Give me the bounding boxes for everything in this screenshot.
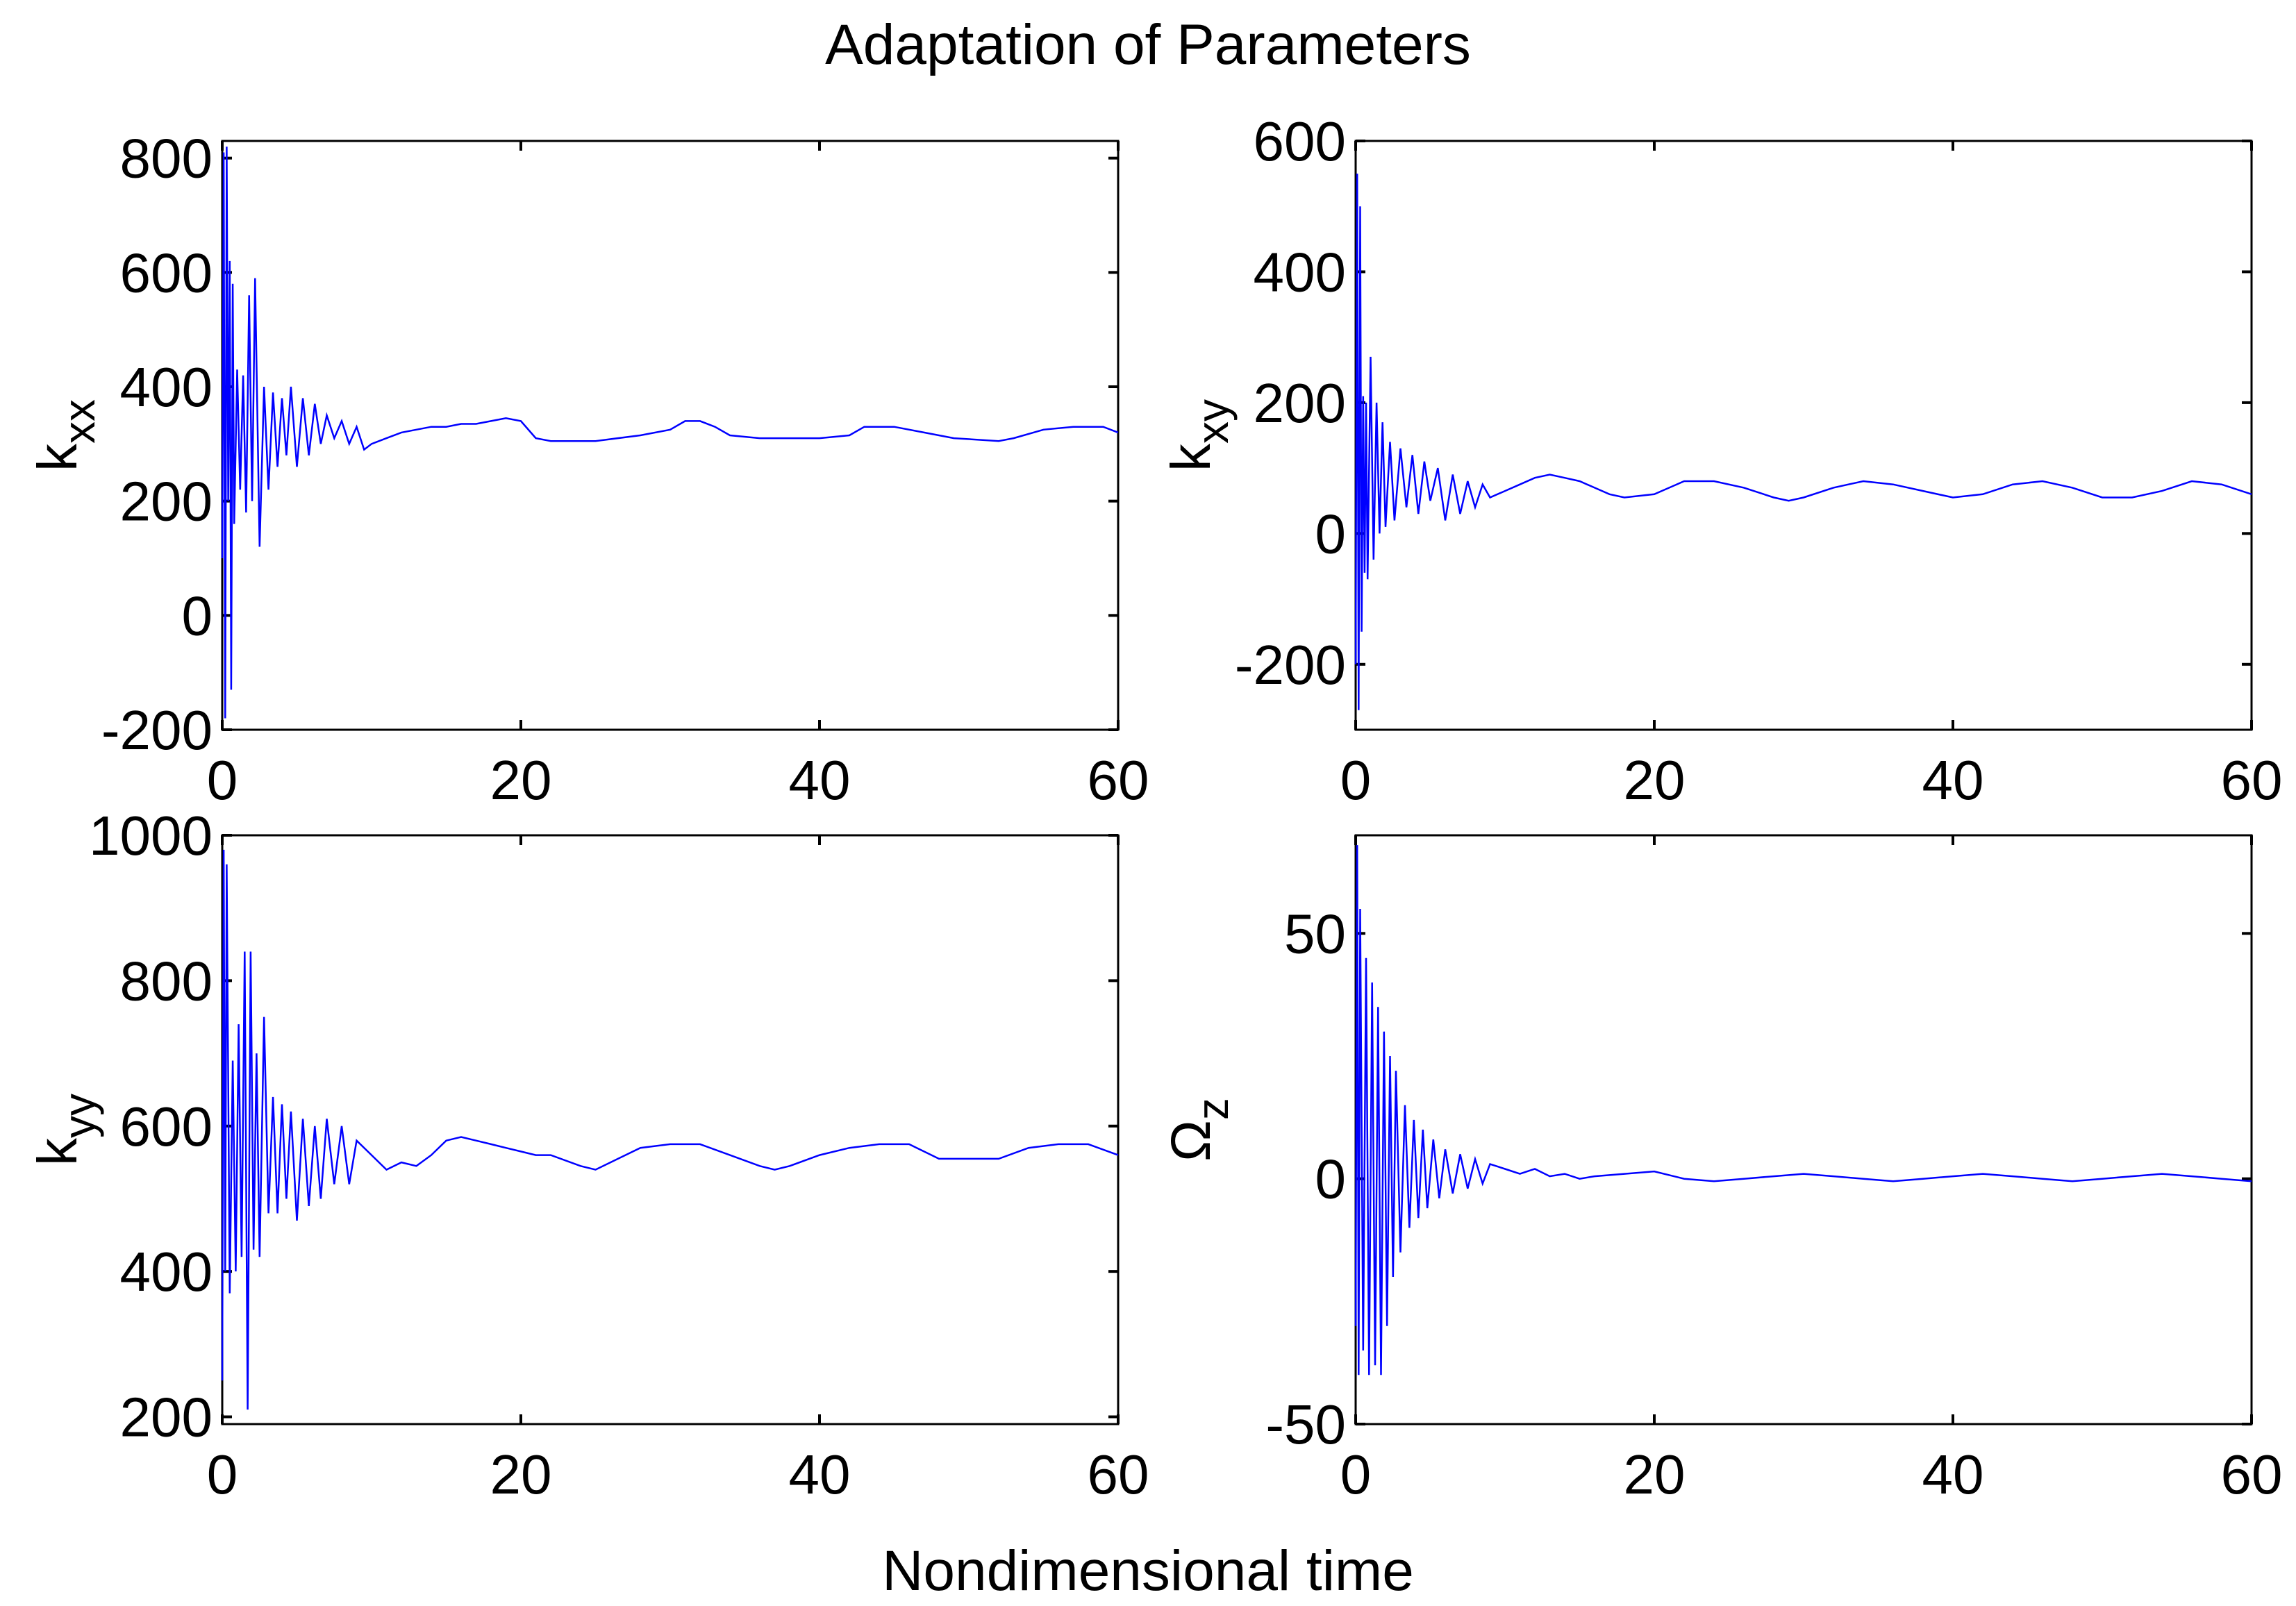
y-tick-label: -200 xyxy=(101,699,213,761)
y-tick-label: 1000 xyxy=(89,805,213,867)
figure-title: Adaptation of Parameters xyxy=(825,13,1471,76)
y-tick-label: 200 xyxy=(120,1387,213,1448)
y-axis-label-main: k xyxy=(26,443,88,471)
y-tick-label: 400 xyxy=(1254,241,1346,303)
y-tick-label: 200 xyxy=(1254,372,1346,434)
x-tick-label: 0 xyxy=(1340,1444,1372,1505)
series-line-k_yy xyxy=(221,849,1119,1410)
y-axis-label-subscript: z xyxy=(1188,1098,1238,1120)
y-axis-label: Ωz xyxy=(1160,1098,1238,1162)
x-axis-title: Nondimensional time xyxy=(882,1539,1414,1603)
y-axis-label-main: Ω xyxy=(1160,1120,1222,1162)
x-tick-label: 20 xyxy=(1624,749,1686,811)
y-tick-label: 200 xyxy=(120,471,213,533)
y-tick-label: 800 xyxy=(120,950,213,1012)
y-tick-label: 600 xyxy=(120,1096,213,1157)
y-tick-label: 0 xyxy=(182,585,213,646)
y-tick-label: -50 xyxy=(1265,1394,1346,1455)
subplot-2: 0 20 40 60 -200 0 200 400 600 kxy xyxy=(1160,110,2282,811)
y-tick-label: 50 xyxy=(1284,903,1346,964)
y-tick-label: 0 xyxy=(1315,1148,1347,1210)
y-tick-label: 0 xyxy=(1315,503,1347,564)
y-axis-label-subscript: xy xyxy=(1188,399,1238,444)
x-tick-label: 40 xyxy=(789,749,851,811)
y-axis-label: kxy xyxy=(1160,399,1238,471)
y-axis-label: kxx xyxy=(26,399,104,471)
x-tick-label: 60 xyxy=(2221,749,2283,811)
x-tick-label: 20 xyxy=(490,1444,552,1505)
series-line-Omega_z xyxy=(1354,845,2252,1375)
y-axis-label-main: k xyxy=(26,1137,88,1166)
x-tick-label: 0 xyxy=(207,1444,238,1505)
x-tick-label: 0 xyxy=(207,749,238,811)
x-tick-label: 40 xyxy=(1922,1444,1984,1505)
y-tick-label: 400 xyxy=(120,356,213,418)
y-axis-label-subscript: yy xyxy=(54,1094,104,1138)
y-axis-label-subscript: xx xyxy=(54,399,104,444)
x-tick-label: 0 xyxy=(1340,749,1372,811)
y-tick-label: 600 xyxy=(1254,110,1346,172)
y-tick-label: 600 xyxy=(120,242,213,303)
y-tick-label: 800 xyxy=(120,128,213,190)
y-axis-label: kyy xyxy=(26,1094,104,1166)
series-line-k_xy xyxy=(1354,174,2252,710)
y-tick-label: -200 xyxy=(1235,634,1346,696)
x-tick-label: 60 xyxy=(1088,749,1149,811)
x-tick-label: 20 xyxy=(490,749,552,811)
x-tick-label: 60 xyxy=(1088,1444,1149,1505)
series-line-k_xx xyxy=(221,147,1119,719)
y-axis-label-main: k xyxy=(1160,443,1222,471)
x-tick-label: 60 xyxy=(2221,1444,2283,1505)
x-tick-label: 40 xyxy=(1922,749,1984,811)
x-tick-label: 40 xyxy=(789,1444,851,1505)
y-tick-label: 400 xyxy=(120,1241,213,1303)
subplot-3: 0 20 40 60 200 400 600 800 1000 kyy xyxy=(26,805,1149,1505)
x-tick-label: 20 xyxy=(1624,1444,1686,1505)
